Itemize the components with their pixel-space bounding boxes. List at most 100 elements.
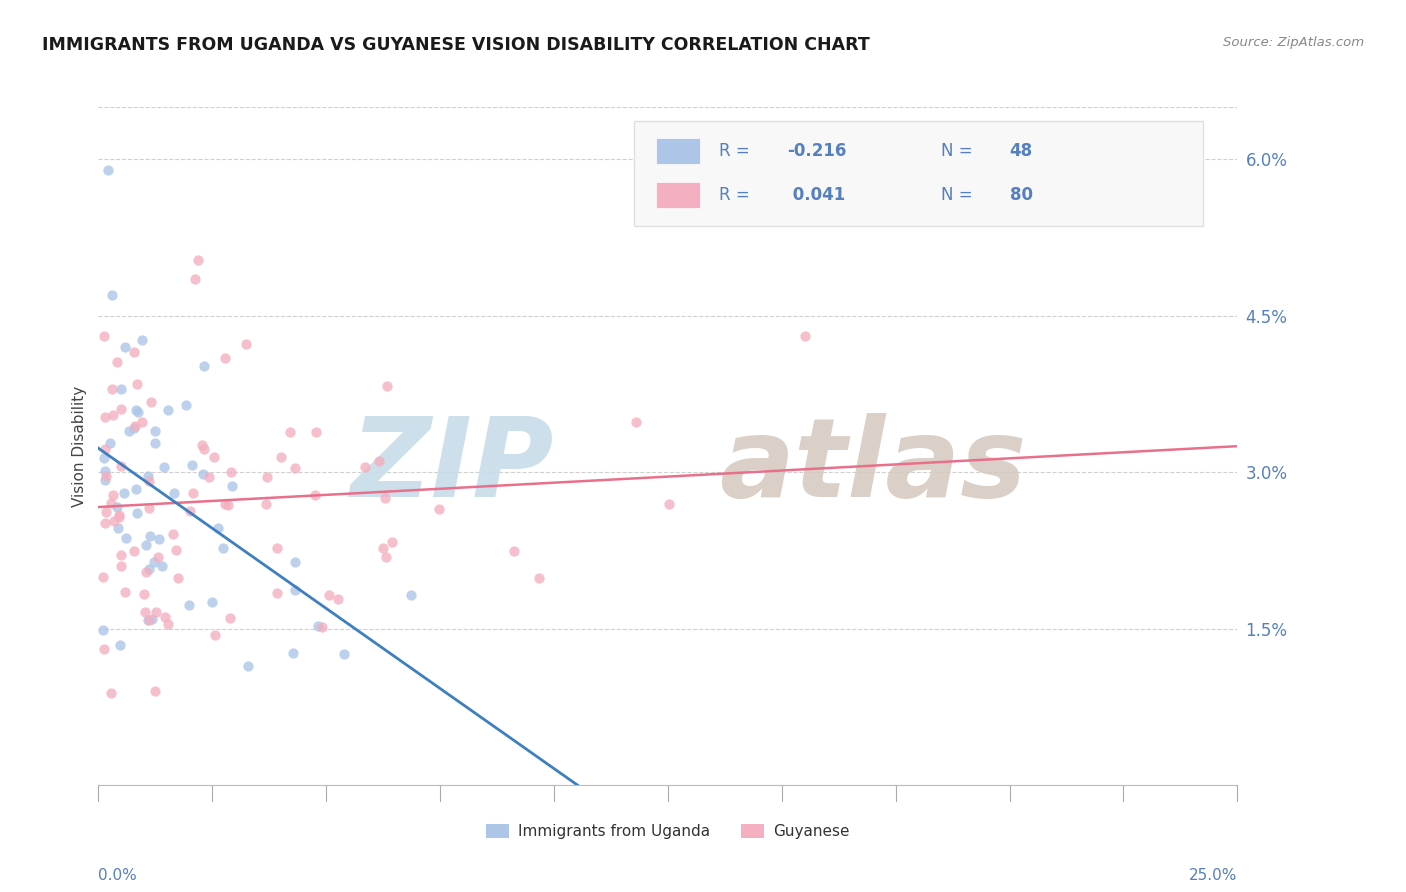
Point: [108, 510, 131, 524]
Point: [94, 473, 117, 487]
Point: [204, 628, 226, 642]
Text: IMMIGRANTS FROM UGANDA VS GUYANESE VISION DISABILITY CORRELATION CHART: IMMIGRANTS FROM UGANDA VS GUYANESE VISIO…: [42, 36, 870, 54]
Point: [235, 337, 257, 351]
Point: [527, 571, 550, 585]
Text: N =: N =: [941, 142, 979, 160]
Point: [162, 527, 184, 541]
Point: [125, 482, 148, 496]
Point: [157, 402, 180, 417]
Text: N =: N =: [941, 186, 979, 204]
Point: [266, 586, 288, 600]
Point: [138, 475, 160, 489]
Point: [163, 485, 186, 500]
Point: [94, 442, 117, 456]
Point: [284, 461, 307, 475]
Text: ZIP: ZIP: [350, 413, 554, 520]
Point: [374, 491, 396, 505]
Point: [112, 486, 135, 500]
Point: [150, 558, 173, 573]
Point: [124, 344, 146, 359]
Point: [193, 442, 215, 456]
Point: [307, 619, 329, 633]
Point: [105, 500, 128, 515]
Point: [371, 541, 394, 555]
Point: [115, 531, 138, 545]
Point: [278, 425, 301, 439]
Point: [141, 612, 163, 626]
Point: [107, 508, 129, 523]
Point: [110, 559, 132, 574]
Point: [108, 638, 131, 652]
Point: [110, 402, 132, 417]
Legend: Immigrants from Uganda, Guyanese: Immigrants from Uganda, Guyanese: [479, 818, 856, 845]
Point: [502, 544, 524, 558]
Point: [284, 582, 307, 597]
Point: [139, 529, 162, 543]
Point: [125, 403, 148, 417]
Point: [198, 469, 221, 483]
Point: [145, 605, 167, 619]
Point: [184, 271, 207, 285]
Point: [105, 355, 128, 369]
Point: [103, 514, 125, 528]
Point: [180, 458, 202, 472]
Text: 80: 80: [1010, 186, 1032, 204]
Text: 0.041: 0.041: [787, 186, 845, 204]
Point: [153, 610, 176, 624]
Point: [375, 549, 398, 564]
Point: [375, 379, 398, 393]
Point: [381, 535, 404, 549]
Point: [143, 683, 166, 698]
Point: [191, 467, 214, 481]
Point: [207, 520, 229, 534]
Point: [91, 624, 114, 638]
Point: [127, 405, 149, 419]
Point: [318, 588, 340, 602]
Point: [191, 438, 214, 452]
Point: [236, 658, 259, 673]
Point: [281, 647, 304, 661]
Point: [256, 470, 278, 484]
Point: [179, 504, 201, 518]
Point: [354, 460, 377, 475]
Point: [93, 329, 115, 343]
Text: atlas: atlas: [718, 413, 1026, 520]
Point: [93, 464, 115, 478]
Point: [152, 459, 174, 474]
Text: R =: R =: [718, 142, 755, 160]
Point: [793, 329, 815, 343]
Point: [139, 395, 162, 409]
Point: [254, 497, 277, 511]
Point: [100, 496, 122, 510]
Point: [114, 585, 136, 599]
Point: [131, 333, 153, 347]
Point: [96, 162, 118, 177]
Point: [143, 425, 166, 439]
Point: [138, 613, 160, 627]
Point: [136, 469, 159, 483]
Point: [214, 351, 236, 365]
Point: [146, 549, 169, 564]
Point: [214, 497, 236, 511]
Text: -0.216: -0.216: [787, 142, 846, 160]
Point: [100, 382, 122, 396]
Point: [118, 425, 141, 439]
Point: [326, 591, 349, 606]
Text: 48: 48: [1010, 142, 1032, 160]
Point: [138, 501, 160, 516]
Point: [93, 451, 115, 466]
Point: [221, 479, 243, 493]
Point: [145, 436, 167, 450]
Point: [181, 485, 204, 500]
FancyBboxPatch shape: [657, 182, 700, 208]
Point: [174, 398, 197, 412]
Point: [136, 613, 159, 627]
Point: [311, 620, 333, 634]
Point: [304, 487, 326, 501]
Point: [122, 543, 145, 558]
Point: [101, 409, 124, 423]
Point: [134, 605, 156, 619]
Point: [305, 425, 328, 439]
Point: [94, 468, 117, 483]
Point: [427, 501, 450, 516]
